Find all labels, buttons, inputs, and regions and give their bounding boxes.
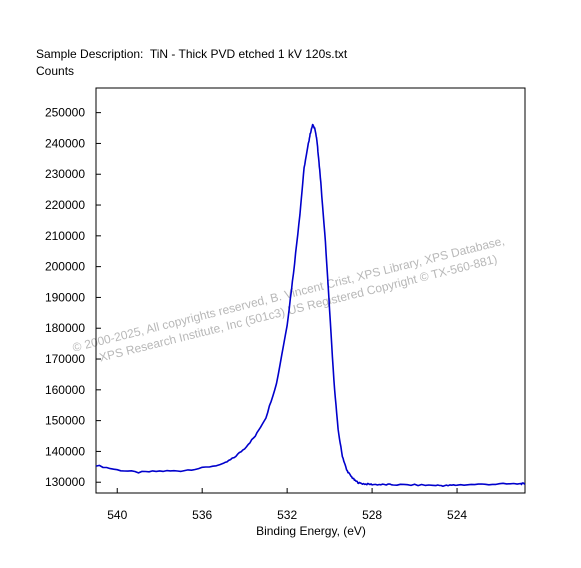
y-axis-label: Counts bbox=[36, 64, 75, 78]
y-tick-label: 250000 bbox=[45, 106, 85, 120]
chart-title: Sample Description: TiN - Thick PVD etch… bbox=[36, 47, 348, 61]
y-tick-label: 190000 bbox=[45, 290, 85, 304]
y-tick-label: 230000 bbox=[45, 167, 85, 181]
x-axis-title: Binding Energy, (eV) bbox=[256, 524, 366, 538]
y-tick-label: 180000 bbox=[45, 321, 85, 335]
y-tick-label: 160000 bbox=[45, 383, 85, 397]
y-tick-label: 220000 bbox=[45, 198, 85, 212]
y-tick-label: 210000 bbox=[45, 229, 85, 243]
x-axis: 540 536 532 528 524 bbox=[107, 488, 467, 522]
x-tick-label: 532 bbox=[277, 508, 297, 522]
y-tick-label: 200000 bbox=[45, 260, 85, 274]
watermark-line-1: © 2000-2025, All copyrights reserved, B.… bbox=[71, 234, 506, 355]
x-tick-label: 540 bbox=[107, 508, 127, 522]
x-tick-label: 524 bbox=[447, 508, 467, 522]
watermark-line-2: XPS Research Institute, Inc (501c3) US R… bbox=[98, 252, 499, 365]
y-tick-label: 240000 bbox=[45, 136, 85, 150]
series-line bbox=[95, 123, 526, 487]
x-tick-label: 528 bbox=[362, 508, 382, 522]
y-tick-label: 150000 bbox=[45, 414, 85, 428]
y-tick-label: 170000 bbox=[45, 352, 85, 366]
x-tick-label: 536 bbox=[192, 508, 212, 522]
series-layer bbox=[95, 123, 526, 487]
plot-frame bbox=[95, 87, 526, 494]
y-tick-label: 140000 bbox=[45, 444, 85, 458]
y-axis: 130000 140000 150000 160000 170000 180000 1900… bbox=[45, 106, 101, 489]
y-tick-label: 130000 bbox=[45, 475, 85, 489]
